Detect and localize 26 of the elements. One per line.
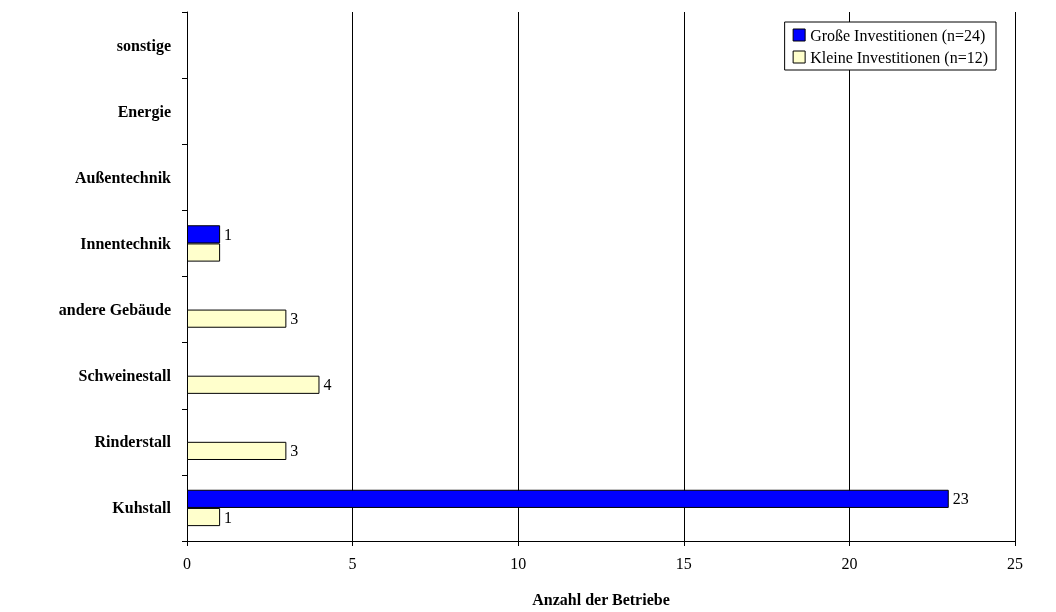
x-axis-title: Anzahl der Betriebe	[532, 590, 670, 608]
y-tick-label: Energie	[117, 102, 171, 121]
x-tick-label: 5	[348, 554, 357, 572]
data-label: 23	[952, 490, 969, 508]
y-tick-label: Außentechnik	[74, 168, 172, 186]
bar	[187, 441, 287, 460]
x-tick-label: 20	[841, 554, 858, 572]
y-tick-label: Schweinestall	[78, 367, 172, 385]
y-tick-label: Rinderstall	[94, 433, 172, 451]
legend-label: Große Investitionen (n=24)	[810, 26, 986, 45]
data-label: 3	[290, 442, 299, 460]
x-tick-label: 25	[1007, 554, 1023, 572]
bar	[187, 309, 287, 328]
legend-label: Kleine Investitionen (n=12)	[810, 48, 989, 67]
data-label: 1	[224, 508, 233, 526]
y-tick-label: Kuhstall	[112, 499, 172, 517]
data-label: 1	[224, 225, 233, 243]
x-tick-label: 15	[675, 554, 692, 572]
x-tick-label: 0	[183, 554, 191, 572]
y-tick-label: sonstige	[116, 36, 171, 55]
y-tick-label: andere Gebäude	[58, 301, 171, 319]
data-label: 4	[323, 376, 332, 394]
data-label: 3	[290, 310, 299, 328]
y-tick-label: Innentechnik	[80, 234, 172, 252]
x-tick-label: 10	[510, 554, 527, 572]
bar	[187, 375, 320, 394]
